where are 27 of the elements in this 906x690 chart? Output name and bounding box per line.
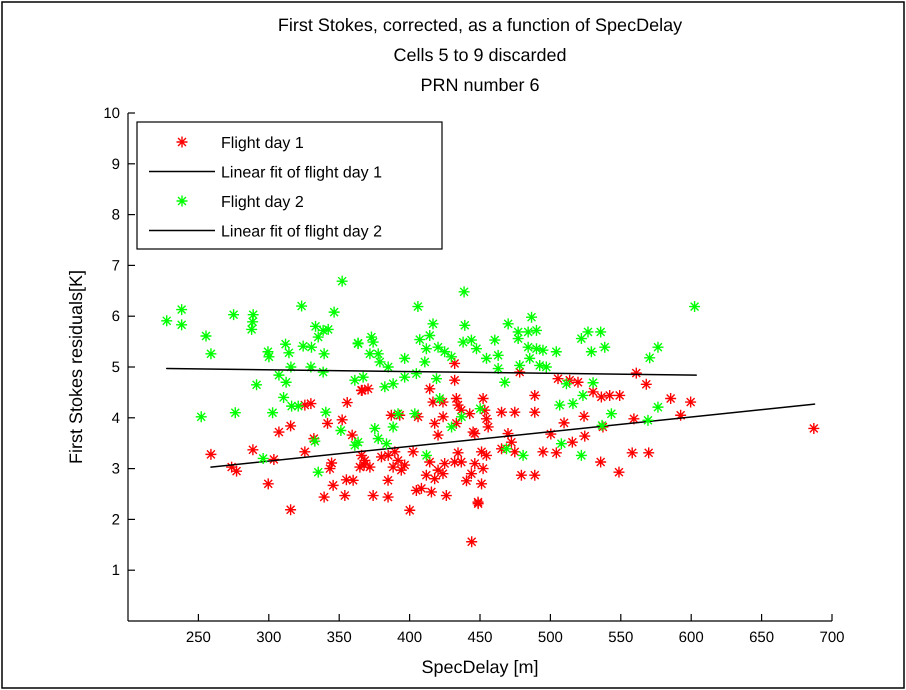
- y-axis-title: First Stokes residuals[K]: [66, 270, 86, 464]
- legend-label: Linear fit of flight day 2: [221, 224, 382, 240]
- x-tick-label: 350: [326, 629, 352, 646]
- y-tick-label: 9: [112, 156, 120, 173]
- legend-label: Flight day 2: [221, 194, 304, 211]
- legend-label: Linear fit of flight day 1: [221, 164, 382, 182]
- x-tick-label: 300: [256, 629, 282, 646]
- y-tick-label: 8: [112, 206, 120, 224]
- y-tick-label: 1: [112, 562, 120, 580]
- y-tick-label: 4: [112, 410, 120, 427]
- x-axis-title: SpecDelay [m]: [421, 657, 539, 677]
- x-tick-label: 400: [397, 629, 422, 646]
- y-tick-label: 7: [112, 257, 120, 274]
- chart-title: First Stokes, corrected, as a function of SpecDelay Cells 5 to 9 discarded PRN number 6: [278, 15, 682, 95]
- y-tick-label: 2: [112, 511, 120, 528]
- x-tick-label: 650: [749, 629, 774, 646]
- x-tick-label: 600: [678, 629, 704, 646]
- x-tick-label: 550: [608, 629, 634, 646]
- legend-label: Flight day 1: [221, 135, 304, 152]
- x-tick-label: 250: [186, 629, 211, 646]
- x-tick-label: 450: [467, 629, 493, 646]
- y-tick-label: 10: [103, 105, 120, 122]
- x-tick-label: 700: [819, 629, 845, 646]
- y-tick-label: 3: [112, 460, 120, 478]
- y-tick-label: 5: [112, 359, 120, 376]
- x-tick-label: 500: [538, 629, 563, 646]
- y-tick-label: 6: [112, 308, 120, 326]
